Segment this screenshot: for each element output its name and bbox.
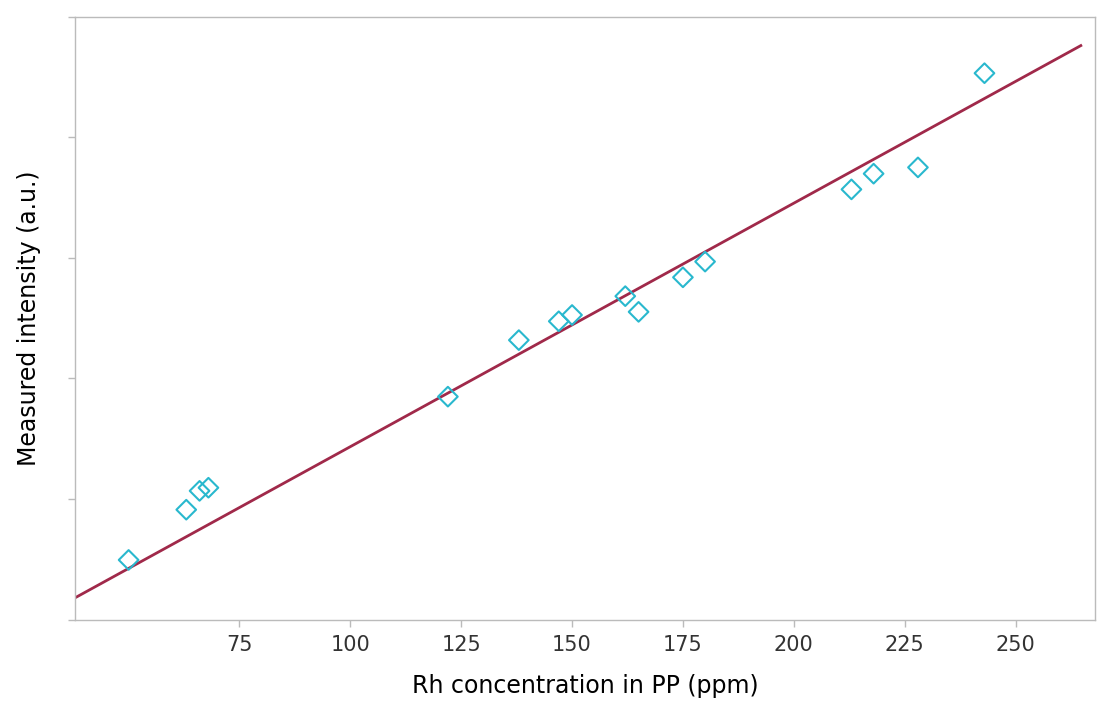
Point (674, 272, 692, 283)
Point (563, 310, 580, 321)
Point (120, 554, 138, 566)
Point (629, 306, 647, 317)
Point (199, 482, 217, 493)
Point (696, 256, 714, 267)
Point (843, 184, 861, 195)
Point (909, 162, 926, 173)
Point (549, 315, 567, 327)
Point (439, 391, 457, 403)
Point (190, 485, 208, 497)
Point (975, 67, 993, 79)
Point (510, 335, 528, 346)
Y-axis label: Measured intensity (a.u.): Measured intensity (a.u.) (17, 170, 41, 466)
X-axis label: Rh concentration in PP (ppm): Rh concentration in PP (ppm) (413, 674, 758, 699)
Point (865, 168, 883, 179)
Point (177, 504, 195, 516)
Point (616, 290, 634, 302)
